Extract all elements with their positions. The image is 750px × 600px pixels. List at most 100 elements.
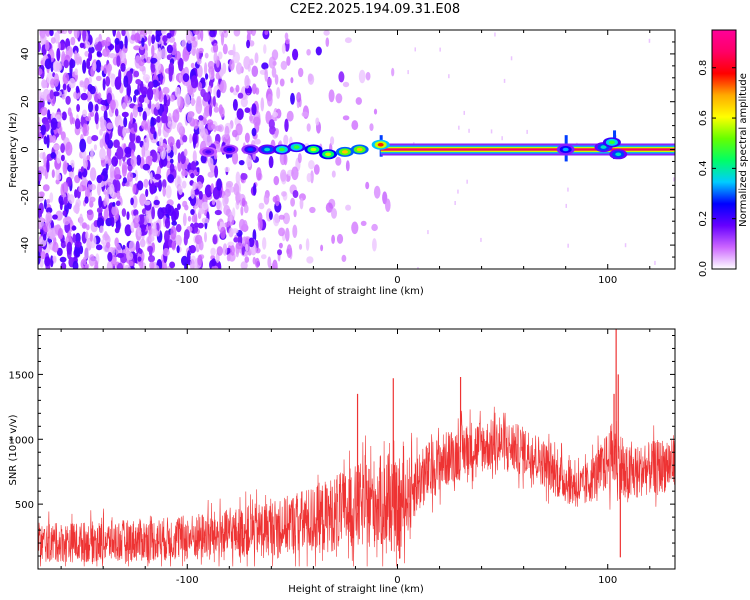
noise-speckle (212, 234, 218, 245)
noise-speckle (109, 164, 115, 179)
noise-speckle (132, 105, 139, 118)
noise-speckle (292, 224, 298, 238)
noise-speckle (38, 42, 41, 53)
noise-speckle (615, 135, 617, 140)
noise-speckle (166, 44, 173, 54)
noise-speckle (62, 210, 67, 216)
noise-speckle (193, 30, 200, 35)
noise-speckle (62, 181, 69, 194)
noise-speckle (184, 93, 191, 107)
noise-speckle (299, 197, 304, 210)
carrier-blob (562, 147, 569, 152)
noise-speckle (49, 30, 54, 37)
noise-speckle (214, 209, 222, 216)
noise-speckle (342, 81, 350, 88)
noise-speckle (46, 159, 50, 173)
noise-speckle (166, 32, 172, 39)
noise-speckle (233, 237, 239, 243)
noise-speckle (74, 240, 82, 248)
noise-speckle (181, 39, 187, 48)
noise-speckle (466, 179, 468, 184)
noise-speckle (454, 201, 456, 205)
noise-speckle (177, 235, 182, 247)
noise-speckle (246, 30, 253, 35)
noise-speckle (62, 216, 70, 226)
noise-speckle (46, 207, 53, 214)
snr-ylabel: SNR (10 * v/v) (8, 414, 19, 485)
noise-speckle (167, 174, 175, 183)
snr-panel: -100 0 100 500 1000 1500 Height of straight l… (8, 328, 676, 595)
noise-speckle (358, 69, 366, 84)
noise-speckle (157, 145, 164, 153)
noise-speckle (51, 135, 57, 144)
noise-speckle (182, 73, 190, 83)
noise-speckle (233, 30, 241, 37)
noise-speckle (153, 199, 160, 206)
noise-speckle (278, 227, 286, 237)
noise-speckle (198, 115, 204, 121)
noise-speckle (189, 258, 195, 269)
noise-speckle (184, 262, 188, 269)
noise-speckle (156, 115, 161, 123)
noise-speckle (55, 178, 60, 185)
noise-speckle (94, 260, 99, 269)
noise-speckle (80, 166, 84, 173)
noise-speckle (165, 203, 172, 214)
noise-speckle (86, 58, 91, 70)
noise-speckle (118, 69, 122, 83)
noise-speckle (79, 42, 85, 49)
noise-speckle (175, 224, 182, 233)
noise-speckle (208, 105, 213, 117)
noise-speckle (79, 213, 83, 226)
noise-speckle (117, 145, 122, 160)
snr-series-line (38, 406, 675, 567)
noise-speckle (223, 30, 227, 34)
noise-speckle (85, 116, 92, 122)
noise-speckle (494, 32, 496, 37)
noise-speckle (310, 170, 314, 184)
noise-speckle (139, 65, 146, 72)
noise-speckle (281, 43, 286, 54)
noise-speckle (170, 225, 177, 240)
noise-speckle (130, 112, 134, 124)
noise-speckle (330, 136, 335, 146)
noise-speckle (40, 30, 46, 39)
noise-speckle (117, 125, 122, 137)
noise-speckle (264, 68, 269, 82)
noise-speckle (468, 128, 470, 133)
noise-speckle (448, 74, 450, 79)
noise-speckle (40, 251, 46, 260)
noise-speckle (121, 111, 129, 118)
noise-speckle (205, 73, 209, 80)
noise-speckle (44, 58, 52, 70)
noise-speckle (373, 108, 378, 115)
noise-speckle (69, 59, 76, 69)
noise-speckle (151, 44, 155, 57)
noise-speckle (271, 49, 279, 61)
spectrogram-panel: -100 0 100 -40 -20 0 20 40 Height of straight l… (8, 29, 676, 297)
noise-speckle (272, 259, 278, 269)
noise-speckle (182, 135, 188, 143)
noise-speckle (47, 109, 51, 120)
noise-speckle (45, 30, 51, 37)
noise-speckle (204, 52, 209, 59)
noise-speckle (114, 37, 120, 45)
noise-speckle (220, 226, 226, 239)
noise-speckle (308, 160, 315, 170)
noise-speckle (298, 243, 303, 250)
carrier-blob (264, 147, 271, 152)
noise-speckle (315, 46, 322, 56)
noise-speckle (187, 111, 194, 124)
noise-speckle (385, 198, 391, 212)
noise-speckle (213, 51, 218, 64)
noise-speckle (177, 152, 181, 164)
noise-speckle (296, 92, 302, 103)
noise-speckle (119, 40, 124, 50)
noise-speckle (152, 79, 159, 88)
noise-speckle (61, 50, 66, 64)
noise-speckle (282, 212, 290, 225)
noise-speckle (196, 167, 200, 173)
noise-speckle (235, 242, 243, 250)
noise-speckle (427, 230, 429, 235)
noise-speckle (49, 89, 54, 100)
